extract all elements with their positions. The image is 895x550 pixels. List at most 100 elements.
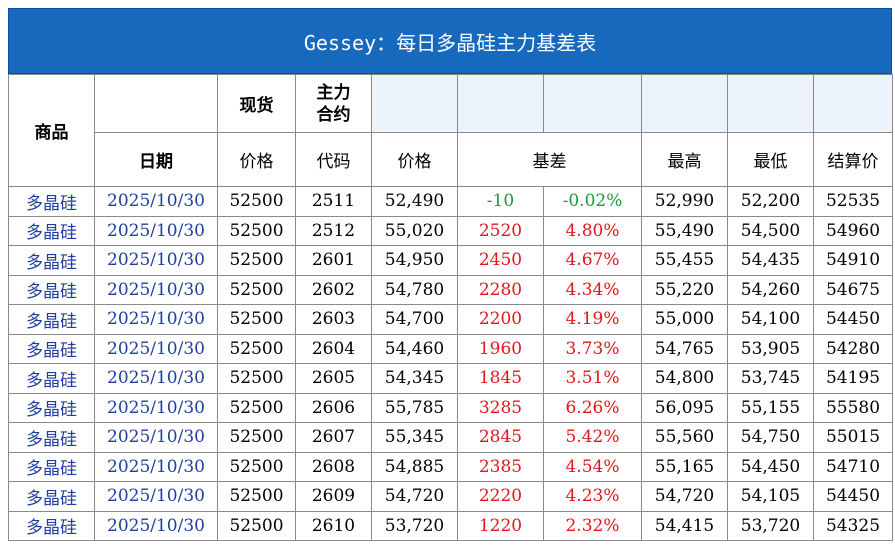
header-date: 日期 (94, 132, 218, 187)
header-blank (94, 74, 218, 133)
product-cell: 多晶硅 (8, 215, 95, 246)
high-cell: 54,800 (641, 363, 728, 394)
date-cell: 2025/10/30 (94, 392, 218, 423)
low-cell: 53,745 (727, 363, 814, 394)
spot-price-cell: 52500 (217, 510, 296, 541)
table-row: 多晶硅 2025/10/30 52500 2608 54,885 2385 4.54% 55,… (8, 451, 893, 482)
basis-cell: 2200 (457, 304, 544, 335)
spot-price-cell: 52500 (217, 274, 296, 305)
table-row: 多晶硅 2025/10/30 52500 2606 55,785 3285 6.26% 56,… (8, 392, 893, 423)
spot-price-cell: 52500 (217, 333, 296, 364)
low-cell: 55,155 (727, 392, 814, 423)
contract-price-cell: 54,460 (371, 333, 458, 364)
date-cell: 2025/10/30 (94, 363, 218, 394)
settle-cell: 55580 (813, 392, 893, 423)
date-cell: 2025/10/30 (94, 510, 218, 541)
date-cell: 2025/10/30 (94, 304, 218, 335)
basis-cell: 2520 (457, 215, 544, 246)
basis-cell: 2845 (457, 422, 544, 453)
basis-cell: 2220 (457, 481, 544, 512)
product-cell: 多晶硅 (8, 510, 95, 541)
header-blank (543, 74, 642, 133)
header-spot-price: 价格 (217, 132, 296, 187)
contract-code-cell: 2608 (295, 451, 372, 482)
settle-cell: 54450 (813, 304, 893, 335)
contract-price-cell: 52,490 (371, 186, 458, 217)
product-cell: 多晶硅 (8, 451, 95, 482)
low-cell: 54,450 (727, 451, 814, 482)
table-row: 多晶硅 2025/10/30 52500 2605 54,345 1845 3.51% 54,… (8, 363, 893, 394)
basis-percent-cell: 4.80% (543, 215, 642, 246)
high-cell: 52,990 (641, 186, 728, 217)
header-high: 最高 (641, 132, 728, 187)
basis-percent-cell: 4.19% (543, 304, 642, 335)
product-cell: 多晶硅 (8, 422, 95, 453)
spot-price-cell: 52500 (217, 186, 296, 217)
header-blank (371, 74, 458, 133)
header-basis: 基差 (457, 132, 642, 187)
product-cell: 多晶硅 (8, 392, 95, 423)
low-cell: 54,500 (727, 215, 814, 246)
basis-cell: 1845 (457, 363, 544, 394)
header-blank (813, 74, 893, 133)
spot-price-cell: 52500 (217, 363, 296, 394)
low-cell: 54,105 (727, 481, 814, 512)
low-cell: 54,100 (727, 304, 814, 335)
header-settle: 结算价 (813, 132, 893, 187)
settle-cell: 54710 (813, 451, 893, 482)
contract-code-cell: 2511 (295, 186, 372, 217)
date-cell: 2025/10/30 (94, 186, 218, 217)
low-cell: 52,200 (727, 186, 814, 217)
high-cell: 54,765 (641, 333, 728, 364)
table-row: 多晶硅 2025/10/30 52500 2512 55,020 2520 4.80% 55,… (8, 215, 893, 246)
header-price: 价格 (371, 132, 458, 187)
contract-code-cell: 2601 (295, 245, 372, 276)
spot-price-cell: 52500 (217, 215, 296, 246)
table-row: 多晶硅 2025/10/30 52500 2604 54,460 1960 3.73% 54,… (8, 333, 893, 364)
contract-code-cell: 2605 (295, 363, 372, 394)
product-cell: 多晶硅 (8, 304, 95, 335)
date-cell: 2025/10/30 (94, 274, 218, 305)
product-cell: 多晶硅 (8, 333, 95, 364)
basis-percent-cell: 3.73% (543, 333, 642, 364)
header-blank (457, 74, 544, 133)
date-cell: 2025/10/30 (94, 451, 218, 482)
product-cell: 多晶硅 (8, 186, 95, 217)
low-cell: 53,720 (727, 510, 814, 541)
basis-cell: 1960 (457, 333, 544, 364)
basis-percent-cell: -0.02% (543, 186, 642, 217)
contract-price-cell: 55,345 (371, 422, 458, 453)
contract-code-cell: 2512 (295, 215, 372, 246)
spot-price-cell: 52500 (217, 422, 296, 453)
contract-code-cell: 2606 (295, 392, 372, 423)
basis-cell: 1220 (457, 510, 544, 541)
date-cell: 2025/10/30 (94, 481, 218, 512)
basis-percent-cell: 5.42% (543, 422, 642, 453)
header-main-contract: 主力 合约 (295, 74, 372, 133)
table-row: 多晶硅 2025/10/30 52500 2601 54,950 2450 4.67% 55,… (8, 245, 893, 276)
spot-price-cell: 52500 (217, 304, 296, 335)
table-title: Gessey：每日多晶硅主力基差表 (8, 8, 892, 74)
settle-cell: 54280 (813, 333, 893, 364)
contract-code-cell: 2603 (295, 304, 372, 335)
basis-cell: -10 (457, 186, 544, 217)
basis-cell: 2280 (457, 274, 544, 305)
high-cell: 54,720 (641, 481, 728, 512)
header-product: 商品 (8, 74, 95, 187)
product-cell: 多晶硅 (8, 481, 95, 512)
settle-cell: 54325 (813, 510, 893, 541)
basis-table: 商品 现货 主力 合约 日期 价格 代码 价格 基差 最高 最低 结算价 (8, 74, 893, 541)
settle-cell: 54195 (813, 363, 893, 394)
header-low: 最低 (727, 132, 814, 187)
date-cell: 2025/10/30 (94, 245, 218, 276)
product-cell: 多晶硅 (8, 274, 95, 305)
table-row: 多晶硅 2025/10/30 52500 2607 55,345 2845 5.42% 55,… (8, 422, 893, 453)
low-cell: 54,260 (727, 274, 814, 305)
basis-percent-cell: 4.67% (543, 245, 642, 276)
basis-percent-cell: 2.32% (543, 510, 642, 541)
product-cell: 多晶硅 (8, 245, 95, 276)
high-cell: 55,220 (641, 274, 728, 305)
contract-price-cell: 54,950 (371, 245, 458, 276)
contract-price-cell: 54,720 (371, 481, 458, 512)
settle-cell: 55015 (813, 422, 893, 453)
